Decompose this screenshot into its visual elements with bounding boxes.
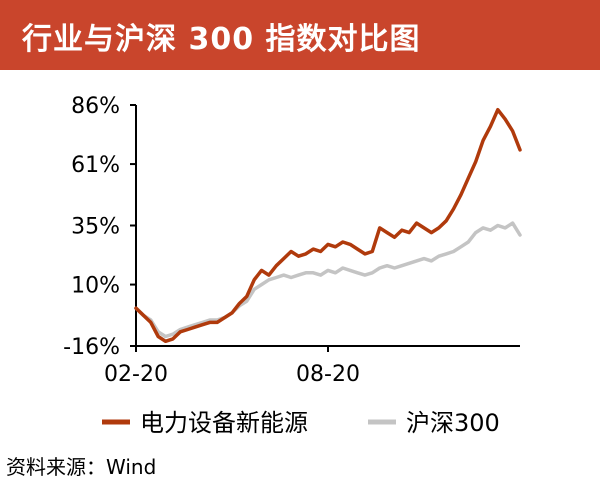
title-bar: 行业与沪深 300 指数对比图 bbox=[0, 0, 600, 70]
x-tick-label: 08-20 bbox=[296, 362, 360, 387]
series-line-1 bbox=[134, 221, 522, 339]
legend-label-0: 电力设备新能源 bbox=[140, 409, 308, 437]
y-tick-label: 86% bbox=[71, 94, 120, 119]
x-tick-label: 02-20 bbox=[104, 362, 168, 387]
series-line-0 bbox=[134, 107, 522, 344]
source-note: 资料来源：Wind bbox=[6, 455, 157, 479]
y-tick-label: 35% bbox=[71, 215, 120, 240]
legend-label-1: 沪深300 bbox=[406, 409, 500, 437]
chart-title: 行业与沪深 300 指数对比图 bbox=[22, 22, 421, 57]
y-tick-label: 10% bbox=[71, 274, 120, 299]
line-chart: -16% 10% 35% 61% 86% 02-20 08-20 电力设备新能源 沪深300 bbox=[63, 94, 522, 437]
y-tick-label: -16% bbox=[63, 335, 120, 360]
y-tick-label: 61% bbox=[71, 153, 120, 178]
